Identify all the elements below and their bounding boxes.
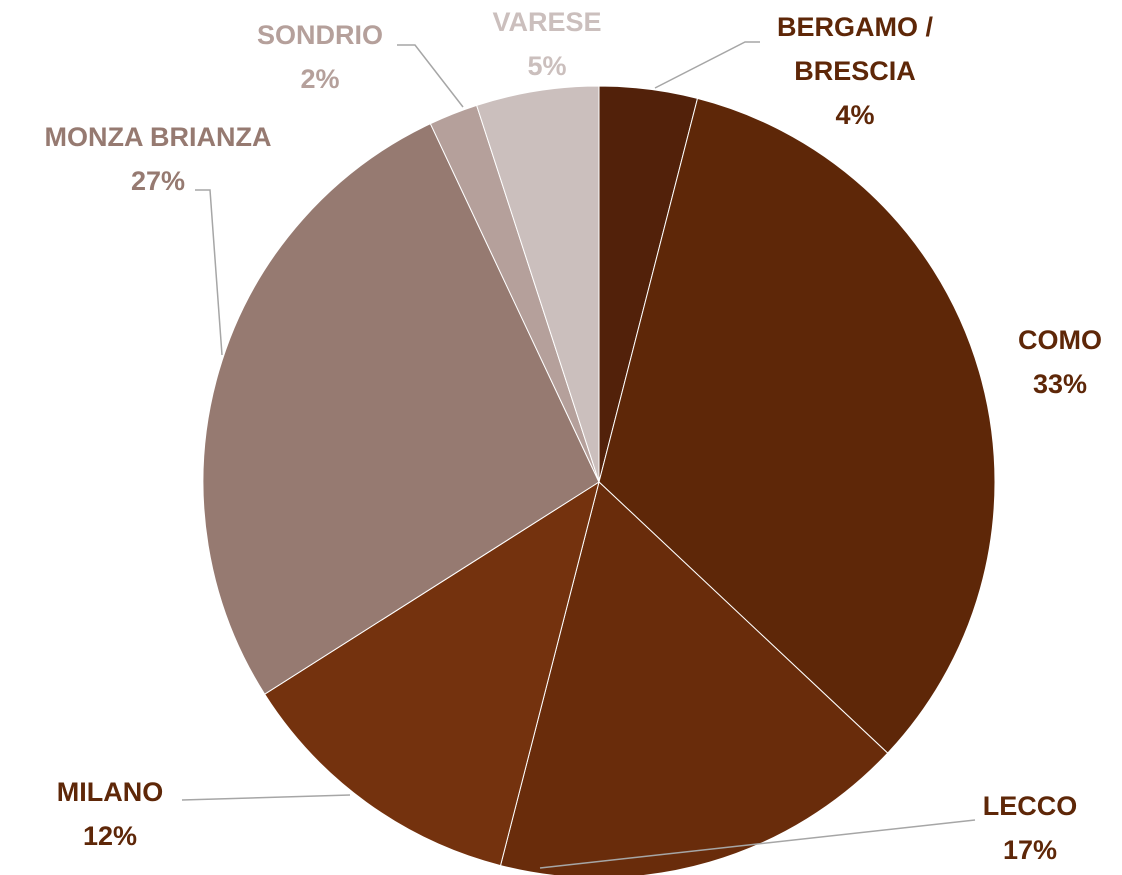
data-label: COMO 33% bbox=[980, 318, 1122, 406]
value-label: 2% bbox=[300, 64, 340, 94]
category-label: SONDRIO bbox=[256, 20, 383, 50]
value-label: 12% bbox=[82, 821, 138, 851]
value-label: 27% bbox=[130, 166, 186, 196]
category-label: MONZA BRIANZA bbox=[44, 122, 272, 152]
leader-line bbox=[181, 794, 351, 801]
data-label: LECCO 17% bbox=[950, 784, 1110, 872]
data-label: MILANO 12% bbox=[10, 770, 210, 858]
pie-slice bbox=[475, 85, 600, 483]
leader-line bbox=[195, 189, 223, 356]
pie-slice bbox=[263, 480, 600, 867]
leader-line bbox=[539, 819, 976, 869]
value-label: 17% bbox=[1002, 835, 1058, 865]
category-label: BERGAMO / BRESCIA bbox=[776, 12, 933, 86]
data-label: VARESE 5% bbox=[447, 0, 647, 88]
leader-line bbox=[654, 41, 760, 89]
pie-slice bbox=[202, 123, 600, 695]
value-label: 33% bbox=[1032, 369, 1088, 399]
value-label: 4% bbox=[835, 100, 875, 130]
category-label: VARESE bbox=[492, 7, 602, 37]
data-label: SONDRIO 2% bbox=[220, 13, 420, 101]
value-label: 5% bbox=[527, 51, 567, 81]
leader-line bbox=[397, 44, 464, 108]
data-label: BERGAMO / BRESCIA 4% bbox=[755, 5, 955, 137]
data-label: MONZA BRIANZA 27% bbox=[0, 115, 318, 203]
category-label: MILANO bbox=[56, 777, 164, 807]
category-label: COMO bbox=[1018, 325, 1102, 355]
pie-slice bbox=[598, 97, 996, 754]
category-label: LECCO bbox=[982, 791, 1078, 821]
